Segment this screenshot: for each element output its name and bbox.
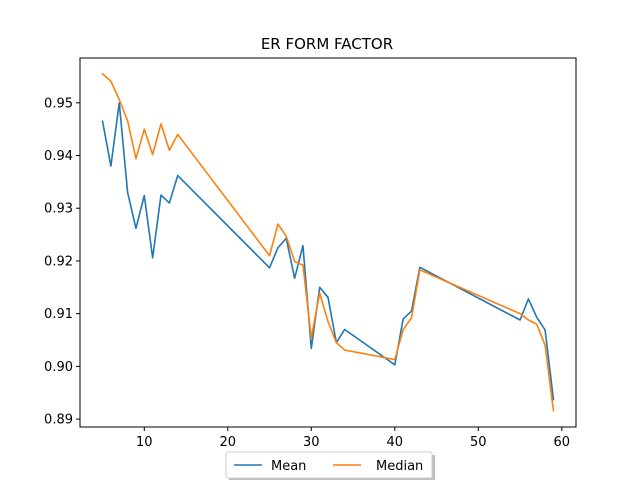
- plot-lines: [101, 72, 555, 412]
- legend[interactable]: Mean Median: [225, 451, 435, 480]
- y-tick-label: 0.95: [44, 96, 73, 111]
- legend-label-median: Median: [376, 459, 423, 474]
- chart-title: ER FORM FACTOR: [261, 35, 393, 53]
- y-tick-label: 0.94: [44, 149, 73, 164]
- y-tick-label: 0.91: [44, 307, 73, 322]
- y-axis: 0.89 0.90 0.91 0.92 0.93 0.94 0.95: [44, 96, 80, 428]
- x-tick-label: 40: [387, 435, 404, 450]
- plot-frame: [79, 57, 577, 428]
- y-tick-label: 0.89: [44, 413, 73, 428]
- y-tick-label: 0.93: [44, 202, 73, 217]
- legend-box: [225, 451, 433, 479]
- y-tick-label: 0.92: [44, 254, 73, 269]
- x-tick-label: 10: [136, 435, 153, 450]
- series-line-median: [101, 72, 555, 412]
- legend-label-mean: Mean: [271, 459, 306, 474]
- x-tick-label: 20: [220, 435, 237, 450]
- y-tick-label: 0.90: [44, 360, 73, 375]
- x-tick-label: 50: [470, 435, 487, 450]
- x-axis: 10 20 30 40 50 60: [136, 427, 570, 450]
- x-tick-label: 60: [554, 435, 571, 450]
- x-tick-label: 30: [303, 435, 320, 450]
